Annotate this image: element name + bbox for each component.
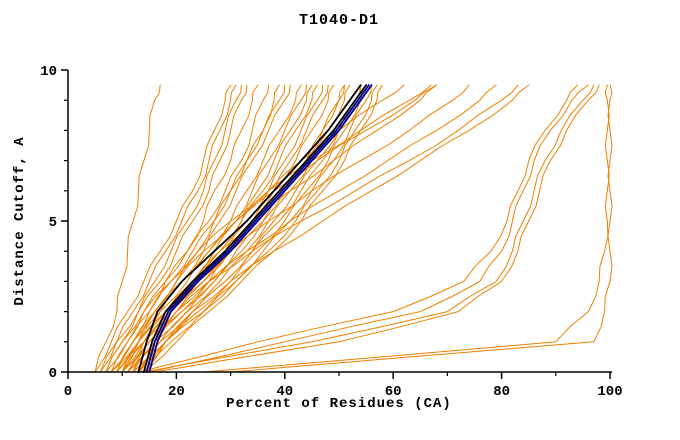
series-line-navy	[148, 84, 373, 373]
series-line-orange	[105, 84, 248, 373]
series-line-orange	[105, 84, 286, 373]
series-line-orange	[137, 84, 578, 373]
series-line-orange	[100, 84, 242, 373]
series-line-orange	[116, 84, 432, 373]
series-line-black	[137, 84, 362, 373]
series-line-orange	[110, 84, 270, 373]
x-tick-label: 60	[385, 384, 402, 400]
series-line-orange	[132, 84, 378, 373]
series-line-orange	[105, 84, 259, 373]
series-line-orange	[132, 84, 470, 373]
series-line-orange	[203, 84, 610, 373]
x-tick-label: 40	[276, 384, 293, 400]
series-line-orange	[132, 84, 351, 373]
series-line-orange	[137, 84, 367, 373]
x-tick-label: 0	[64, 384, 72, 400]
x-axis-label: Percent of Residues (CA)	[226, 396, 452, 412]
series-line-orange	[100, 84, 237, 373]
series-line-orange	[121, 84, 345, 373]
series-line-orange	[154, 84, 600, 373]
series-line-orange	[110, 84, 313, 373]
y-tick-label: 0	[49, 366, 57, 382]
x-tick-label: 80	[493, 384, 510, 400]
series-line-orange	[121, 84, 438, 373]
series-line-orange	[132, 84, 519, 373]
series-line-navy	[145, 84, 370, 373]
y-tick-label: 5	[49, 215, 57, 231]
series-line-orange	[143, 84, 595, 373]
series-line-orange	[137, 84, 497, 373]
series-line-orange	[94, 84, 232, 373]
series-line-orange	[143, 84, 530, 373]
series-line-orange	[148, 84, 589, 373]
series-line-orange	[94, 84, 161, 373]
x-tick-label: 100	[597, 384, 622, 400]
chart-title: T1040-D1	[298, 12, 379, 29]
series-line-orange	[116, 84, 291, 373]
series-line-orange	[137, 84, 362, 373]
x-tick-label: 20	[168, 384, 185, 400]
y-tick-label: 10	[40, 64, 57, 80]
series-line-black	[142, 84, 368, 373]
